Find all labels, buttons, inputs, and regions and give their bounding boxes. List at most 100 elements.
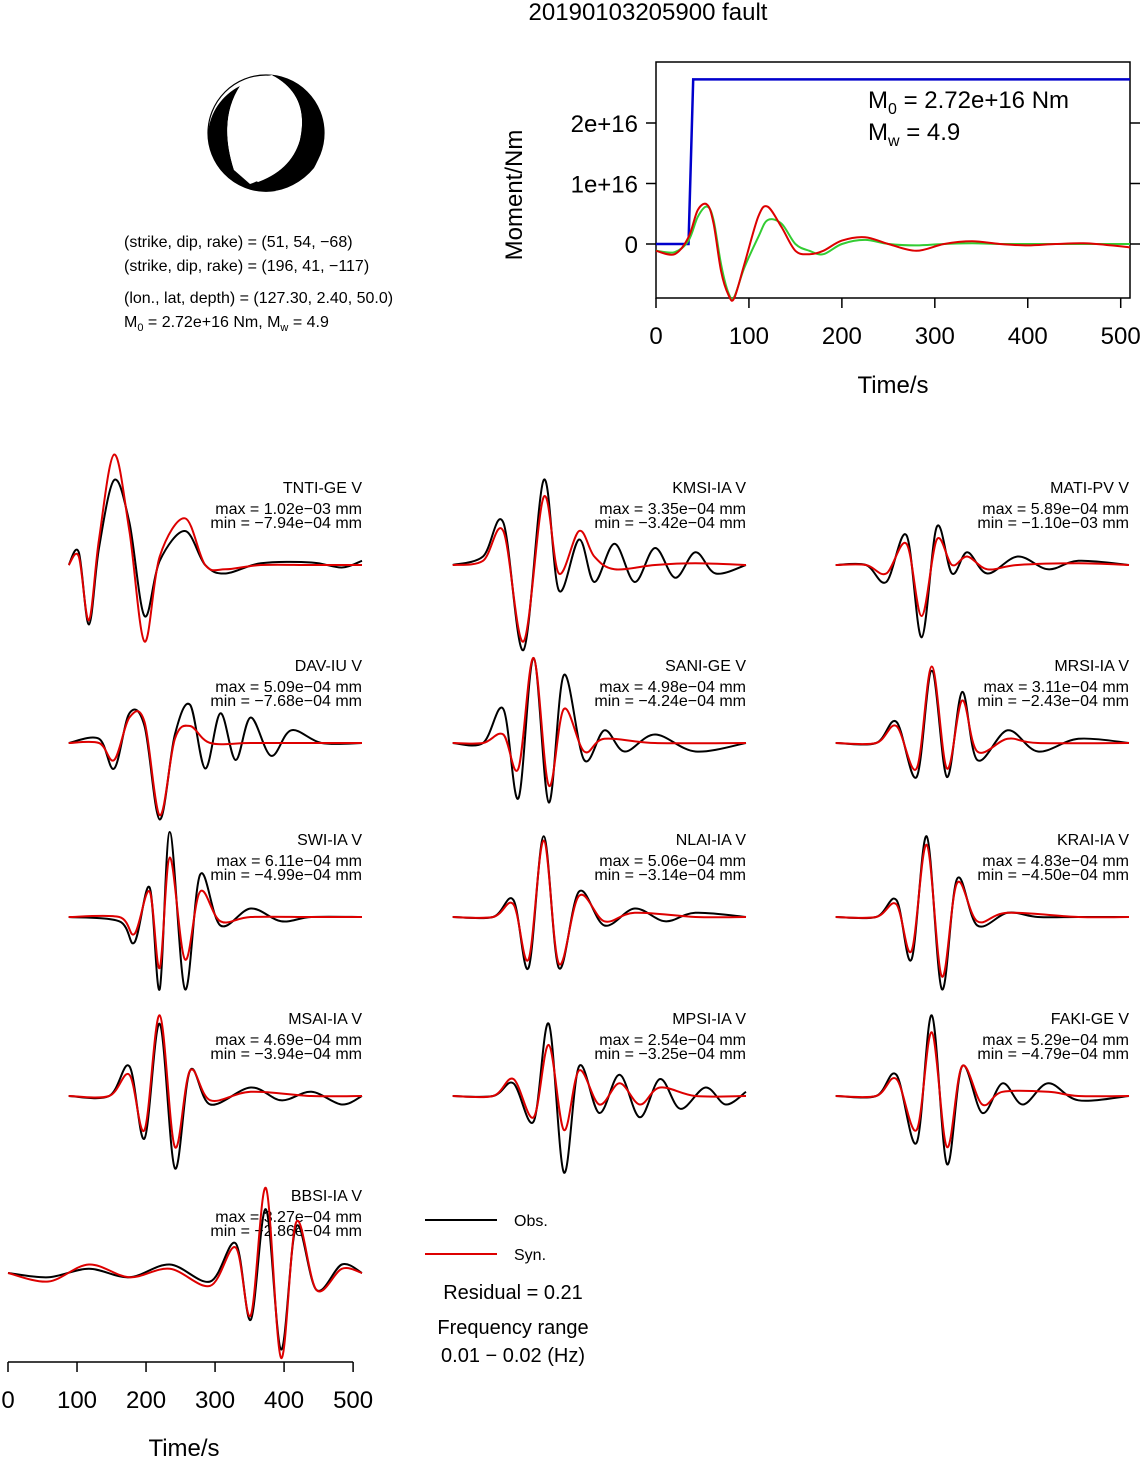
- nodal-plane-1: (strike, dip, rake) = (51, 54, −68): [124, 234, 353, 251]
- station-name: MSAI-IA V: [288, 1011, 362, 1028]
- legend-obs-label: Obs.: [514, 1213, 548, 1230]
- synthetic-trace: [7, 1186, 363, 1360]
- nodal-plane-2: (strike, dip, rake) = (196, 41, −117): [124, 258, 369, 275]
- synthetic-trace: [452, 656, 747, 787]
- station-name: NLAI-IA V: [676, 832, 747, 849]
- station-name: DAV-IU V: [295, 658, 363, 675]
- station-max: max = 5.89e−04 mm: [982, 501, 1129, 518]
- station-min: min = −2.43e−04 mm: [977, 693, 1129, 710]
- legend: Obs. Syn.: [425, 1213, 548, 1264]
- station-max: max = 3.35e−04 mm: [599, 501, 746, 518]
- station-name: SWI-IA V: [297, 832, 362, 849]
- moment-xtick-label: 400: [1008, 323, 1048, 350]
- moment-ytick-label: 0: [625, 232, 638, 259]
- station-max: max = 3.11e−04 mm: [983, 679, 1129, 696]
- station-min: min = −4.24e−04 mm: [594, 693, 746, 710]
- moment-xlabel: Time/s: [857, 372, 928, 399]
- station-max: max = 4.98e−04 mm: [599, 679, 746, 696]
- observed-trace: [452, 656, 747, 804]
- moment-mw-label: Mw = 4.9: [868, 119, 960, 150]
- moment-xtick-label: 300: [915, 323, 955, 350]
- station-max: max = 5.29e−04 mm: [982, 1032, 1129, 1049]
- station-max: max = 5.06e−04 mm: [599, 853, 746, 870]
- station-name: MRSI-IA V: [1054, 658, 1129, 675]
- residual-label: Residual = 0.21: [443, 1282, 583, 1304]
- figure-title: 20190103205900 fault: [529, 0, 768, 26]
- waveform-xtick-label: 400: [264, 1387, 304, 1414]
- cumulative-moment-line: [656, 78, 1130, 246]
- waveform-xtick-label: 200: [126, 1387, 166, 1414]
- synthetic-trace: [68, 856, 362, 970]
- station-name: MATI-PV V: [1050, 480, 1129, 497]
- synthetic-trace: [68, 1014, 363, 1149]
- synthetic-trace: [67, 453, 362, 643]
- moment-xtick-label: 200: [822, 323, 862, 350]
- source-time-function-red: [655, 202, 1131, 302]
- moment-ytick-label: 1e+16: [571, 172, 638, 199]
- source-time-function-green: [655, 205, 1130, 301]
- waveform-time-axis: Time/s 0 100 200 300 400 500: [1, 1361, 373, 1458]
- station-max: max = 2.54e−04 mm: [599, 1032, 746, 1049]
- station-max: max = 6.11e−04 mm: [216, 853, 362, 870]
- station-min: min = −2.86e−04 mm: [210, 1223, 362, 1240]
- station-name: KRAI-IA V: [1057, 832, 1129, 849]
- focal-mechanism-beachball: [207, 74, 325, 192]
- observed-trace: [452, 835, 747, 970]
- waveform-xtick-label: 0: [1, 1387, 14, 1414]
- station-min: min = −4.79e−04 mm: [977, 1046, 1129, 1063]
- station-min: min = −3.94e−04 mm: [210, 1046, 362, 1063]
- station-min: min = −1.10e−03 mm: [977, 515, 1129, 532]
- moment-m0-label: M0 = 2.72e+16 Nm: [868, 87, 1069, 118]
- moment-xtick-label: 100: [729, 323, 769, 350]
- station-min: min = −3.42e−04 mm: [594, 515, 746, 532]
- synthetic-trace: [835, 1031, 1130, 1149]
- station-min: min = −4.50e−04 mm: [977, 867, 1129, 884]
- station-min: min = −4.99e−04 mm: [210, 867, 362, 884]
- station-name: TNTI-GE V: [283, 480, 362, 497]
- waveform-xtick-label: 100: [57, 1387, 97, 1414]
- observed-trace: [835, 835, 1129, 991]
- station-name: MPSI-IA V: [672, 1011, 746, 1028]
- frequency-range-title: Frequency range: [437, 1317, 588, 1339]
- synthetic-trace: [452, 839, 747, 966]
- moment-xtick-label: 500: [1101, 323, 1141, 350]
- observed-trace: [835, 524, 1130, 639]
- station-name: KMSI-IA V: [672, 480, 746, 497]
- synthetic-trace: [835, 537, 1130, 618]
- synthetic-trace: [68, 710, 362, 817]
- station-max: max = 5.09e−04 mm: [215, 679, 362, 696]
- hypocenter-location: (lon., lat, depth) = (127.30, 2.40, 50.0…: [124, 290, 393, 307]
- moment-axis-ticks: 0 100 200 300 400 500 0 1e+16 2e+16: [571, 111, 1141, 350]
- synthetic-trace: [835, 843, 1130, 978]
- station-min: min = −7.68e−04 mm: [210, 693, 362, 710]
- station-min: min = −7.94e−04 mm: [210, 515, 362, 532]
- moment-ytick-label: 2e+16: [571, 111, 638, 138]
- observed-trace: [68, 1022, 363, 1170]
- moment-panel-frame: [655, 61, 1131, 299]
- waveform-xlabel: Time/s: [148, 1435, 219, 1458]
- moment-xtick-label: 0: [649, 323, 662, 350]
- legend-syn-label: Syn.: [514, 1247, 546, 1264]
- waveform-xtick-label: 300: [195, 1387, 235, 1414]
- observed-trace: [68, 830, 363, 991]
- station-min: min = −3.25e−04 mm: [594, 1046, 746, 1063]
- synthetic-trace: [452, 1043, 747, 1132]
- synthetic-trace: [835, 665, 1130, 771]
- station-max: max = 3.27e−04 mm: [215, 1209, 362, 1226]
- magnitude-summary: M0 = 2.72e+16 Nm, Mw = 4.9: [124, 314, 329, 334]
- station-name: FAKI-GE V: [1051, 1011, 1130, 1028]
- station-max: max = 4.69e−04 mm: [215, 1032, 362, 1049]
